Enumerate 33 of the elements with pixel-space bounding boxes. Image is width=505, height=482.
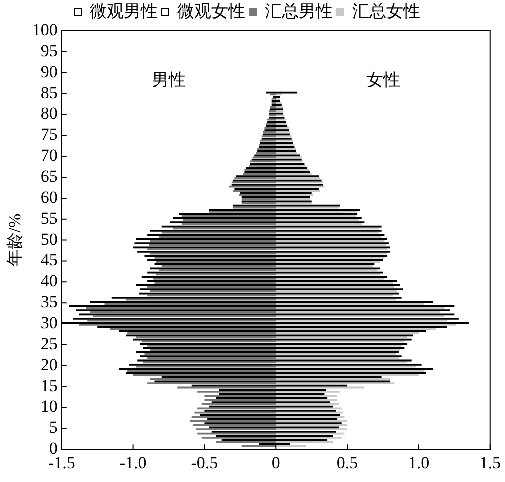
legend-label: 汇总女性 [352, 2, 420, 21]
x-tick-label: 0 [272, 453, 280, 472]
x-tick-label: -0.5 [191, 453, 218, 472]
y-tick-label: 70 [40, 146, 58, 166]
y-tick-label: 10 [40, 397, 58, 416]
y-tick-label: 80 [40, 104, 58, 124]
y-tick-label: 45 [40, 250, 58, 270]
y-tick-label: 30 [40, 313, 58, 332]
y-tick-label: 65 [40, 166, 58, 186]
y-tick-label: 55 [40, 208, 58, 228]
legend-label: 微观女性 [178, 2, 246, 21]
x-tick-label: -1.0 [120, 453, 147, 472]
y-tick-label: 60 [40, 188, 58, 207]
x-tick-label: 1.5 [480, 453, 501, 472]
y-tick-label: 90 [40, 62, 58, 82]
y-tick-label: 40 [40, 272, 58, 291]
y-tick-label: 50 [40, 230, 58, 249]
annotation: 女性 [366, 70, 400, 90]
x-tick-label: 1.0 [408, 453, 430, 472]
annotation: 男性 [152, 70, 186, 90]
legend-label: 汇总男性 [265, 2, 333, 21]
y-tick-label: 100 [32, 20, 58, 40]
y-tick-label: 85 [40, 83, 58, 102]
legend-label: 微观男性 [90, 2, 158, 21]
y-tick-label: 25 [40, 334, 58, 354]
y-tick-label: 15 [40, 376, 58, 396]
y-tick-label: 20 [40, 355, 58, 374]
y-tick-label: 35 [40, 292, 58, 312]
y-tick-label: 5 [49, 418, 58, 438]
y-axis-title: 年龄/% [6, 214, 25, 267]
y-tick-label: 95 [40, 41, 58, 60]
x-tick-label: 0.5 [336, 453, 358, 472]
y-tick-label: 75 [40, 125, 58, 144]
